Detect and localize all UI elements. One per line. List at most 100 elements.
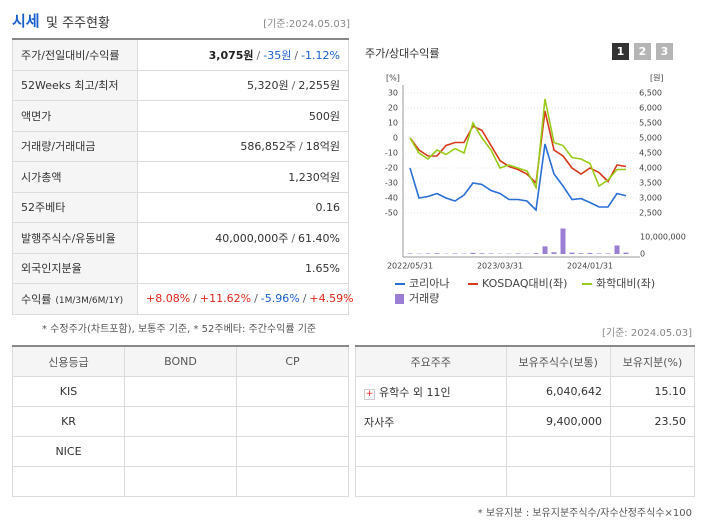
summary-table: 주가/전일대비/수익률 3,075원 / -35원 / -1.12% 52Weeks 최고/… [12,38,354,315]
bar [452,253,458,254]
separator: / [291,231,296,245]
header-cell: CP [236,345,349,377]
sublabel: (1M/3M/6M/1Y) [55,295,124,306]
cell [12,466,125,497]
chart-title: 주가/상대수익률 [365,47,440,60]
bar [578,253,584,254]
row-value: 1.65% [137,252,349,284]
row [12,466,349,497]
row: KR [12,406,349,437]
value: +11.62% [199,292,252,306]
header-row: 신용등급 BOND CP [12,345,349,377]
cell [124,436,237,467]
y2-tick-label: 6,000 [639,104,662,113]
separator: / [294,48,299,62]
cell: + 유학수 외 11인 [355,376,507,407]
row-value: 586,852주/18억원 [137,130,349,162]
y2-tick-label: 4,000 [639,164,662,173]
cell-text: 자사주 [364,415,395,429]
label: 수익률 [21,292,52,306]
bar [479,253,485,254]
value: 61.40% [298,231,340,245]
cell: NICE [12,436,125,467]
bar [560,228,566,254]
value: 1.65% [305,261,340,275]
bar [515,253,521,254]
row-label: 외국인지분율 [12,252,138,284]
label: 액면가 [21,109,52,123]
y2-tick-label: 3,500 [639,179,662,188]
summary-row: 액면가 500원 [12,100,349,132]
legend-label: 거래량 [409,292,439,305]
y-tick-label: 30 [388,89,398,98]
cell [236,466,349,497]
y2-tick-label: 6,500 [639,89,662,98]
row: KIS [12,376,349,407]
value: +8.08% [146,292,191,306]
row: NICE [12,436,349,467]
cell-text: KIS [59,385,78,398]
row [355,436,695,467]
cell: 자사주 [355,406,507,437]
volume-tick-label: 0 [640,250,645,259]
cell-text: NICE [55,445,82,458]
chart-button[interactable]: 3 [656,43,673,60]
left-unit: [%] [386,74,400,83]
cell-text: 23.50 [654,415,687,428]
cell: KR [12,406,125,437]
volume-tick-label: 10,000,000 [640,233,686,242]
value: 1,230억원 [288,170,340,184]
chart-button[interactable]: 1 [612,43,629,60]
row-label: 52주베타 [12,191,138,223]
value: 40,000,000주 [215,231,289,245]
value: -35원 [263,48,292,62]
bar [425,253,431,254]
separator: / [299,140,303,154]
y-tick-label: -40 [385,194,398,203]
header-cell: BOND [124,345,237,377]
y-tick-label: 10 [388,119,398,128]
cell [505,436,612,467]
label: 52주베타 [21,201,66,215]
row-value: 0.16 [137,191,349,223]
bar [587,252,593,254]
legend-label: 화학대비(좌) [596,277,655,290]
header-row: 주요주주 보유주식수(보통) 보유지분(%) [355,345,695,377]
header-cell: 보유지분(%) [610,345,695,377]
bar [407,253,413,254]
cell-text: 유학수 외 11인 [379,385,451,399]
row-label: 거래량/거래대금 [12,130,138,162]
separator: / [256,48,261,62]
y-tick-label: -30 [385,179,398,188]
cell: 15.10 [610,376,695,407]
separator: / [193,292,197,306]
row-label: 시가총액 [12,161,138,193]
label: 시가총액 [21,170,62,184]
summary-row: 52주베타 0.16 [12,191,349,223]
bar [596,253,602,254]
rating-table: 신용등급 BOND CP KIS KR NICE [12,345,349,497]
cell [355,436,507,467]
cell-text: KR [61,415,76,428]
label: 발행주식수/유동비율 [21,231,116,245]
label: 거래량/거래대금 [21,140,96,154]
line [409,98,626,191]
label: 52Weeks 최고/최저 [21,79,119,93]
value: 3,075원 [208,48,254,62]
x-tick-label: 2024/01/31 [567,262,613,271]
bar [488,253,494,254]
y-tick-label: -10 [385,149,398,158]
row [355,466,695,497]
bar [614,245,620,254]
value: 0.16 [315,200,341,214]
value: 500원 [308,109,340,123]
cell: 23.50 [610,406,695,437]
cell: 6,040,642 [505,376,612,407]
value: -1.12% [301,48,340,62]
bar [623,252,629,254]
chart-button[interactable]: 2 [634,43,651,60]
row-value: 1,230억원 [137,161,349,193]
row-value: +8.08% / +11.62% / -5.96% / +4.59% [137,283,354,315]
y2-tick-label: 5,500 [639,119,662,128]
